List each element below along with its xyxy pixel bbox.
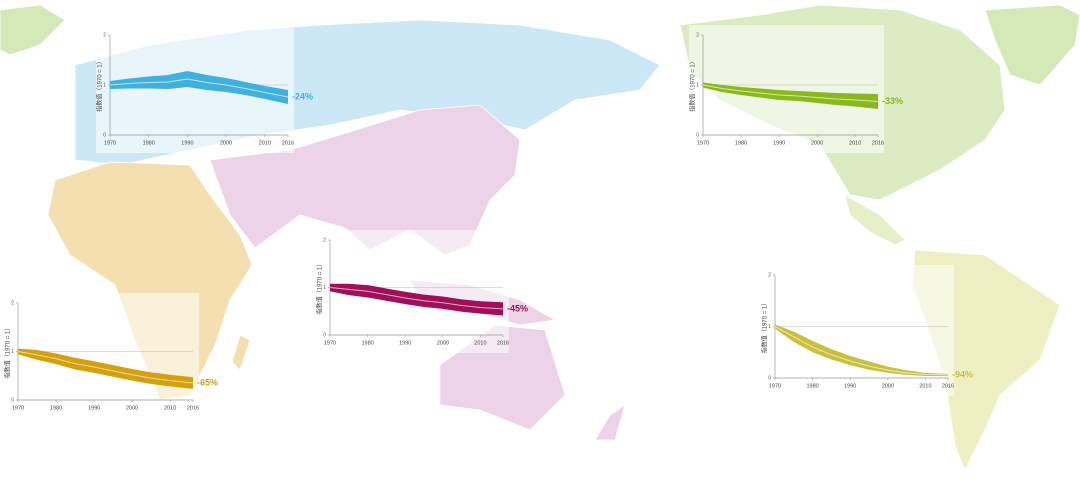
x-tick-label: 2010 [164,405,176,411]
x-tick-label: 2010 [259,140,271,146]
confidence-band [18,348,193,389]
y-tick-label: 1 [696,82,699,88]
y-axis-label: 指数值（1970 = 1） [96,58,104,112]
y-tick-label: 1 [323,285,326,291]
y-tick-label: 2 [323,237,326,243]
y-tick-label: 0 [103,132,106,138]
index-line [702,84,879,102]
inset-chart: 0 1 2 1970 1980 1990 2000 2010 2016 指数值（1970 = 1）… [761,265,973,396]
y-axis-label: 指数值（1970 = 1） [4,325,12,379]
y-tick-label: 1 [768,324,771,330]
y-tick-label: 0 [323,332,326,338]
x-tick-label: 1980 [361,340,373,346]
inset-chart: 0 1 2 1970 1980 1990 2000 2010 2016 指数值（1970 = 1）… [4,293,218,418]
x-tick-label: 2010 [474,340,486,346]
inset-chart: 0 1 2 1970 1980 1990 2000 2010 2016 指数值（1970 = 1）… [689,25,903,153]
x-tick-label: 1970 [324,340,336,346]
madagascar [231,334,251,371]
y-tick-label: 2 [696,32,699,38]
x-tick-label: 1970 [697,140,709,146]
x-tick-label: 2000 [882,383,894,389]
index-line [109,78,289,98]
index-line [329,287,504,310]
x-tick-label: 2016 [942,383,954,389]
index-line [774,326,949,376]
y-axis-label: 指数值（1970 = 1） [761,300,769,354]
africa [47,161,253,401]
y-tick-label: 0 [11,397,14,403]
y-tick-label: 0 [696,132,699,138]
x-tick-label: 1990 [181,140,193,146]
x-tick-label: 1980 [143,140,155,146]
x-tick-label: 1970 [769,383,781,389]
inset-chart: 0 1 2 1970 1980 1990 2000 2010 2016 指数值（1970 = 1）… [316,230,528,353]
x-tick-label: 1990 [399,340,411,346]
x-tick-label: 1980 [806,383,818,389]
x-tick-label: 2010 [849,140,861,146]
x-tick-label: 2000 [811,140,823,146]
change-annotation: -45% [507,303,528,313]
x-tick-label: 1990 [773,140,785,146]
x-tick-label: 2016 [187,405,199,411]
index-line [17,351,194,384]
inset-chart: 0 1 2 1970 1980 1990 2000 2010 2016 指数值（1970 = 1）… [96,25,313,153]
change-annotation: -33% [882,96,903,106]
change-annotation: -24% [292,91,313,101]
y-tick-label: 2 [103,32,106,38]
x-tick-label: 1980 [735,140,747,146]
x-tick-label: 1970 [12,405,24,411]
x-tick-label: 2016 [282,140,294,146]
change-annotation: -94% [952,369,973,379]
confidence-band [775,324,948,376]
y-tick-label: 1 [103,82,106,88]
x-tick-label: 1980 [50,405,62,411]
x-tick-label: 1990 [844,383,856,389]
y-tick-label: 0 [768,375,771,381]
greenland [984,4,1080,86]
x-tick-label: 2000 [437,340,449,346]
x-tick-label: 1990 [88,405,100,411]
y-axis-label: 指数值（1970 = 1） [689,58,697,112]
y-tick-label: 1 [11,349,14,355]
x-tick-label: 1970 [104,140,116,146]
x-tick-label: 2016 [497,340,509,346]
x-tick-label: 2000 [220,140,232,146]
x-tick-label: 2000 [126,405,138,411]
x-tick-label: 2016 [872,140,884,146]
y-axis-label: 指数值（1970 = 1） [316,261,324,315]
x-tick-label: 2010 [919,383,931,389]
y-tick-label: 2 [768,272,771,278]
change-annotation: -65% [197,377,218,387]
greenland-west [0,4,66,56]
y-tick-label: 2 [11,300,14,306]
confidence-band [110,71,288,104]
new-zealand [594,404,626,441]
central-america [844,194,906,246]
